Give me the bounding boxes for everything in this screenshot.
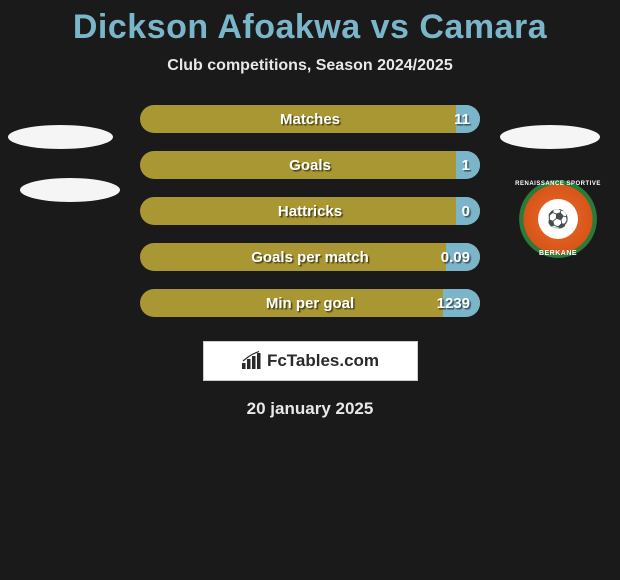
date-text: 20 january 2025	[0, 399, 620, 419]
stat-row: Goals 1	[140, 151, 480, 179]
player2-avatar-placeholder	[500, 125, 600, 149]
stat-label: Goals per match	[251, 249, 369, 266]
stat-value: 0	[462, 203, 470, 220]
stat-value: 0.09	[441, 249, 470, 266]
stat-value: 11	[454, 111, 470, 128]
stat-label: Hattricks	[278, 203, 342, 220]
player1-avatar-placeholder-1	[8, 125, 113, 149]
badge-text-bottom: BERKANE	[539, 250, 577, 257]
badge-text-top: RENAISSANCE SPORTIVE	[515, 181, 601, 187]
stat-label: Min per goal	[266, 295, 354, 312]
stat-row: Goals per match 0.09	[140, 243, 480, 271]
stat-row: Min per goal 1239	[140, 289, 480, 317]
subtitle: Club competitions, Season 2024/2025	[0, 57, 620, 75]
stat-value: 1239	[437, 295, 470, 312]
club-badge: RENAISSANCE SPORTIVE ⚽ BERKANE	[514, 175, 602, 263]
player1-avatar-placeholder-2	[20, 178, 120, 202]
stat-label: Matches	[280, 111, 340, 128]
brand-box: FcTables.com	[203, 341, 418, 381]
brand-text: FcTables.com	[267, 351, 379, 371]
stat-value: 1	[462, 157, 470, 174]
chart-icon	[241, 351, 263, 371]
stat-row: Matches 11	[140, 105, 480, 133]
badge-center-icon: ⚽	[538, 199, 578, 239]
stat-label: Goals	[289, 157, 331, 174]
page-title: Dickson Afoakwa vs Camara	[0, 0, 620, 47]
stat-row: Hattricks 0	[140, 197, 480, 225]
